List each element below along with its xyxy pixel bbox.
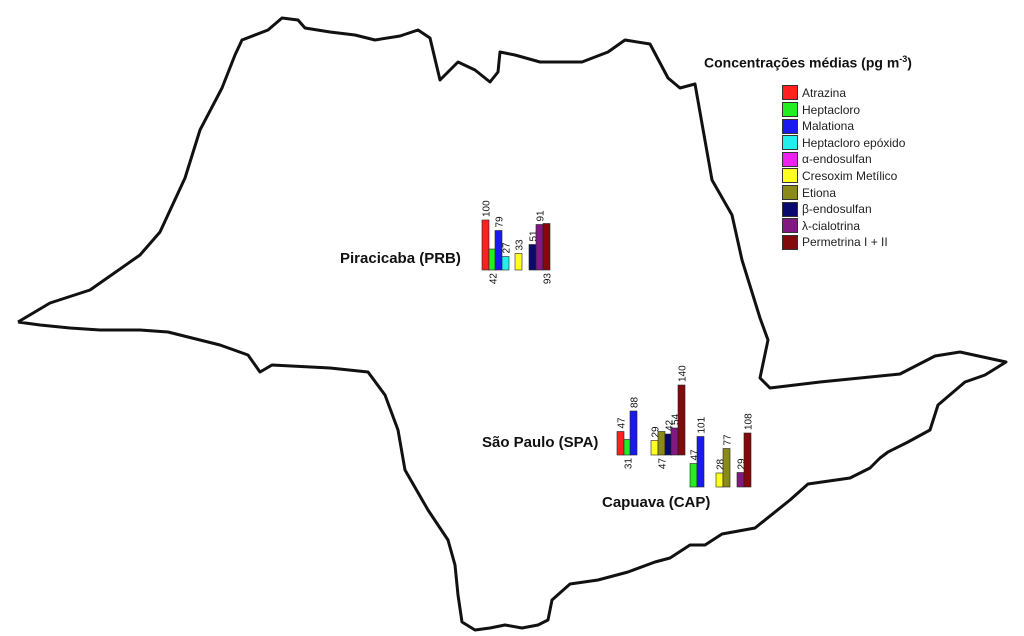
legend-label: Cresoxim Metílico (802, 168, 898, 183)
bar-sao-paulo-spa-malationa (629, 410, 638, 456)
data-label-sao-paulo-spa-cialotrina: 54 (671, 413, 682, 425)
legend-label: β-endosulfan (802, 202, 872, 217)
legend-label: Atrazina (802, 85, 847, 100)
bar-piracicaba-prb-atrazina (481, 219, 490, 271)
bar-capuava-cap-malationa (696, 436, 705, 488)
legend-swatch (782, 85, 798, 101)
data-label-capuava-cap-heptacloro: 47 (690, 449, 701, 461)
bar-sao-paulo-spa-cialotrina (670, 427, 679, 456)
legend-title-main: Concentrações médias (pg m (704, 54, 900, 71)
data-label-piracicaba-prb-atrazina: 100 (482, 200, 493, 217)
legend-item: Cresoxim Metílico (782, 168, 1014, 185)
legend-label: λ-cialotrina (802, 218, 861, 233)
legend-title-unit-exponent: -3 (899, 54, 908, 64)
data-label-piracicaba-prb-heptacloro-epoxido: 27 (502, 242, 513, 254)
legend-swatch (782, 201, 798, 217)
data-label-sao-paulo-spa-cresoxim-metilico: 29 (651, 426, 662, 438)
site-label-sao-paulo: São Paulo (SPA) (482, 434, 599, 451)
legend-item: α-endosulfan (782, 151, 1014, 168)
bar-capuava-cap-heptacloro (689, 463, 698, 488)
legend-label: Etiona (802, 185, 837, 200)
legend-item: Etiona (782, 184, 1014, 201)
legend: Concentrações médias (pg m-3) Atrazina H… (704, 54, 1014, 251)
legend-swatch (782, 151, 798, 167)
data-label-piracicaba-prb-heptacloro: 42 (489, 273, 500, 285)
data-label-sao-paulo-spa-etiona: 47 (658, 458, 669, 470)
legend-swatch (782, 118, 798, 134)
legend-item: Malationa (782, 118, 1014, 135)
legend-items: Atrazina Heptacloro Malationa Heptacloro… (704, 85, 1014, 251)
legend-item: Atrazina (782, 85, 1014, 102)
bar-sao-paulo-spa-atrazina (616, 431, 625, 456)
legend-label: Heptacloro epóxido (802, 135, 906, 150)
bar-piracicaba-prb-endosulfan (528, 244, 537, 271)
data-label-piracicaba-prb-permetrina-i-ii: 93 (543, 273, 554, 285)
legend-title-end: ) (907, 54, 912, 71)
legend-label: Heptacloro (802, 102, 861, 117)
legend-label: α-endosulfan (802, 152, 872, 167)
data-label-piracicaba-prb-endosulfan: 51 (529, 230, 540, 242)
legend-swatch (782, 102, 798, 118)
bar-piracicaba-prb-cialotrina (535, 224, 544, 271)
data-label-capuava-cap-cialotrina: 29 (737, 458, 748, 470)
data-label-sao-paulo-spa-atrazina: 47 (617, 417, 628, 429)
data-label-sao-paulo-spa-malationa: 88 (630, 396, 641, 408)
legend-item: Permetrina I + II (782, 234, 1014, 251)
legend-swatch (782, 185, 798, 201)
site-label-piracicaba: Piracicaba (PRB) (340, 250, 461, 267)
data-label-sao-paulo-spa-permetrina-i-ii: 140 (678, 365, 689, 382)
data-label-capuava-cap-cresoxim-metilico: 28 (716, 458, 727, 470)
bar-sao-paulo-spa-permetrina-i-ii (677, 384, 686, 456)
data-label-capuava-cap-etiona: 77 (723, 434, 734, 446)
data-label-sao-paulo-spa-endosulfan: 42 (665, 419, 676, 431)
data-label-piracicaba-prb-cialotrina: 91 (536, 210, 547, 222)
bar-sao-paulo-spa-cresoxim-metilico (650, 440, 659, 456)
legend-swatch (782, 218, 798, 234)
data-label-sao-paulo-spa-heptacloro: 31 (624, 458, 635, 470)
legend-swatch (782, 168, 798, 184)
bar-capuava-cap-cialotrina (736, 472, 745, 488)
legend-item: λ-cialotrina (782, 217, 1014, 234)
bar-piracicaba-prb-malationa (494, 230, 503, 271)
bar-piracicaba-prb-heptacloro-epoxido (501, 256, 510, 271)
legend-item: β-endosulfan (782, 201, 1014, 218)
site-label-capuava: Capuava (CAP) (602, 494, 711, 511)
bar-piracicaba-prb-permetrina-i-ii (542, 223, 551, 271)
bar-sao-paulo-spa-etiona (657, 431, 666, 456)
legend-title: Concentrações médias (pg m-3) (704, 54, 1014, 71)
bar-capuava-cap-permetrina-i-ii (743, 432, 752, 488)
data-label-piracicaba-prb-malationa: 79 (495, 216, 506, 228)
legend-label: Permetrina I + II (802, 235, 888, 250)
legend-label: Malationa (802, 119, 855, 134)
data-label-piracicaba-prb-cresoxim-metilico: 33 (515, 239, 526, 251)
legend-item: Heptacloro (782, 101, 1014, 118)
state-outline (17, 16, 1008, 632)
bar-capuava-cap-etiona (722, 448, 731, 488)
bar-capuava-cap-cresoxim-metilico (715, 472, 724, 488)
legend-swatch (782, 135, 798, 151)
bar-piracicaba-prb-cresoxim-metilico (514, 253, 523, 271)
legend-item: Heptacloro epóxido (782, 134, 1014, 151)
data-label-capuava-cap-malationa: 101 (697, 416, 708, 433)
data-label-capuava-cap-permetrina-i-ii: 108 (744, 413, 755, 430)
legend-swatch (782, 234, 798, 250)
